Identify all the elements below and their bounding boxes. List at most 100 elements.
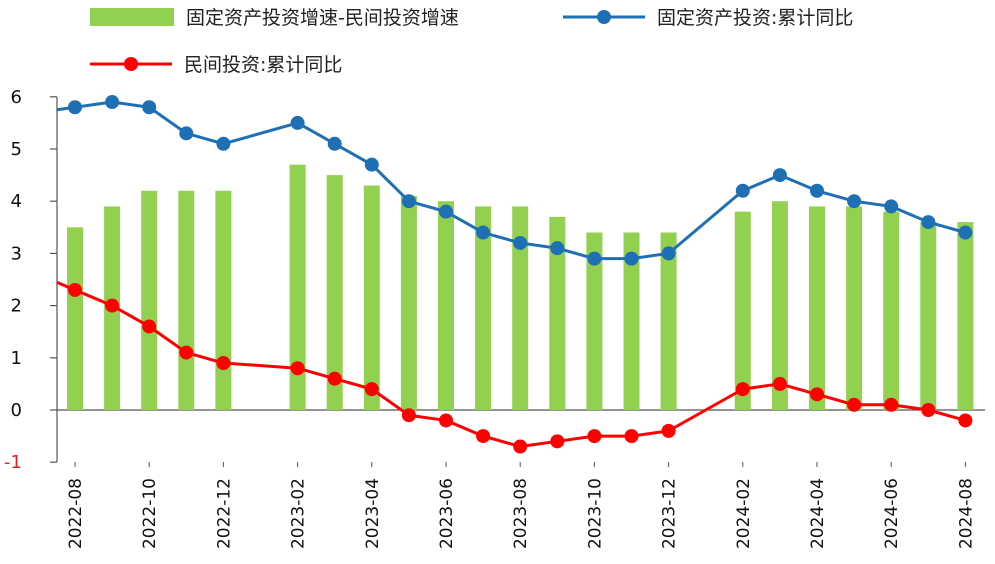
bar — [883, 211, 900, 410]
private-investment-point — [179, 345, 194, 360]
fai-point — [847, 194, 862, 209]
fai-point — [439, 204, 453, 219]
bar — [549, 216, 566, 410]
private-investment-point — [327, 371, 342, 386]
bar — [475, 206, 492, 410]
bar — [623, 232, 640, 410]
fai-point — [476, 225, 491, 240]
fai-point — [735, 183, 750, 198]
bar — [586, 232, 603, 410]
x-tick-label: 2023-08 — [511, 478, 531, 549]
bar — [734, 211, 751, 410]
bar — [289, 164, 306, 410]
private-investment-point — [401, 408, 416, 423]
private-investment-point — [624, 429, 639, 444]
private-investment-point — [105, 298, 120, 313]
fai-point — [105, 95, 120, 110]
fai-point — [587, 251, 602, 266]
private-investment-point — [958, 413, 973, 428]
private-investment-point — [884, 397, 899, 412]
private-investment-point — [364, 382, 379, 397]
bar — [957, 222, 974, 410]
private-investment-point — [661, 423, 676, 438]
fai-point — [68, 100, 82, 115]
line-series — [56, 95, 973, 454]
bar — [660, 232, 677, 410]
private-investment-point — [847, 397, 862, 412]
fai-point — [661, 246, 676, 261]
x-tick-label: 2024-08 — [956, 478, 976, 549]
x-tick-label: 2022-10 — [140, 478, 160, 549]
bar — [326, 175, 343, 410]
bar — [363, 185, 380, 410]
y-tick-label: 6 — [11, 87, 22, 108]
x-tick-label: 2024-04 — [808, 478, 828, 549]
bar — [67, 227, 83, 410]
y-axis: 6 5 4 3 2 1 0 -1 — [4, 87, 58, 473]
bar — [438, 201, 454, 410]
private-investment-point — [290, 361, 305, 376]
y-tick-label: -1 — [4, 452, 22, 473]
legend: 固定资产投资增速-民间投资增速 固定资产投资:累计同比 民间投资:累计同比 — [90, 7, 853, 76]
private-investment-point — [513, 439, 528, 454]
fai-point — [179, 126, 194, 141]
y-tick-label: 1 — [11, 348, 22, 369]
x-tick-label: 2023-06 — [437, 478, 457, 549]
private-investment-point — [550, 434, 565, 449]
fai-point — [550, 241, 565, 256]
y-tick-label: 3 — [11, 243, 22, 264]
y-tick-label: 0 — [11, 400, 22, 421]
private-investment-point — [216, 356, 231, 371]
y-tick-label: 4 — [11, 191, 22, 212]
x-tick-label: 2024-06 — [882, 478, 902, 549]
fai-point — [401, 194, 416, 209]
legend-label-bar: 固定资产投资增速-民间投资增速 — [186, 7, 459, 29]
private-investment-point — [439, 413, 453, 428]
y-tick-label: 2 — [11, 296, 22, 317]
fai-point — [921, 215, 936, 230]
fai-point — [958, 225, 973, 240]
legend-label-fai: 固定资产投资:累计同比 — [657, 7, 853, 29]
x-tick-label: 2023-04 — [363, 478, 383, 549]
private-investment-point — [476, 429, 491, 444]
bar — [920, 222, 937, 410]
fai-point — [624, 251, 639, 266]
fai-point — [327, 136, 342, 151]
fai-point — [216, 136, 231, 151]
x-tick-label: 2024-02 — [734, 478, 754, 549]
legend-label-private: 民间投资:累计同比 — [184, 54, 342, 76]
private-investment-point — [142, 319, 157, 334]
fai-point — [290, 115, 305, 130]
private-investment-point — [810, 387, 824, 402]
fai-point — [364, 157, 379, 172]
private-investment-point — [587, 429, 602, 444]
x-axis-ticks: 2022-08 2022-10 2022-12 2023-02 2023-04 2023-… — [66, 462, 976, 549]
x-tick-label: 2022-08 — [66, 478, 86, 549]
bar — [771, 201, 788, 410]
fai-point — [513, 235, 528, 250]
bar — [809, 206, 825, 410]
bar — [512, 206, 529, 410]
legend-bar-swatch — [90, 8, 174, 26]
x-tick-label: 2023-10 — [585, 478, 605, 549]
x-tick-label: 2023-12 — [660, 478, 680, 549]
legend-blue-marker — [597, 10, 611, 24]
bar — [178, 190, 195, 410]
private-investment-point — [772, 376, 787, 391]
bar-series — [67, 164, 974, 410]
fai-point — [810, 183, 824, 198]
private-investment-point — [68, 282, 82, 297]
x-tick-label: 2022-12 — [214, 478, 234, 549]
bar — [846, 206, 863, 410]
y-tick-label: 5 — [11, 139, 22, 160]
fai-point — [772, 168, 787, 183]
private-investment-point — [735, 382, 750, 397]
bar — [141, 190, 158, 410]
x-tick-label: 2023-02 — [289, 478, 309, 549]
fai-point — [142, 100, 157, 115]
private-investment-point — [921, 403, 936, 417]
bar — [215, 190, 232, 410]
legend-red-marker — [124, 57, 138, 71]
fai-point — [884, 199, 899, 214]
